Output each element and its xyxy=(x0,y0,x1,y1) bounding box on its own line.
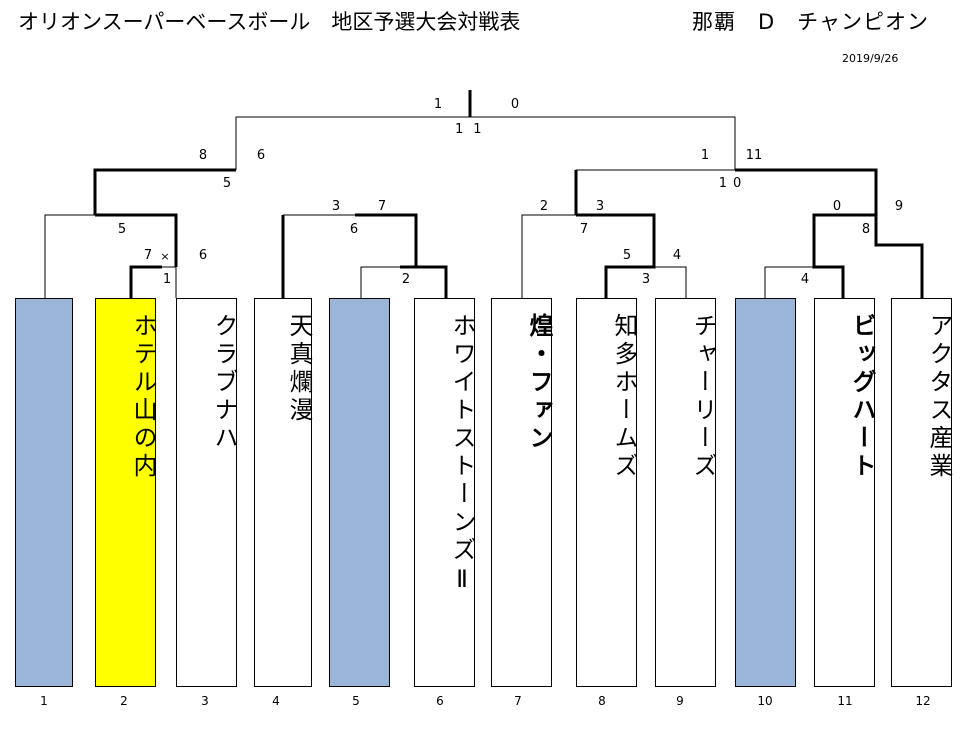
score-label: 7 xyxy=(377,199,387,214)
score-label: 7 xyxy=(143,248,153,263)
team-name: ホワイトストーンズⅡ xyxy=(448,313,476,597)
team-box-6: ホワイトストーンズⅡ xyxy=(414,298,476,687)
game-number: 1 xyxy=(162,272,172,287)
team-box-2: ホテル山の内 xyxy=(95,298,157,687)
team-name: クラブナハ xyxy=(210,313,238,453)
bracket-win-slot11 xyxy=(812,213,876,298)
game-number: 5 xyxy=(222,176,232,191)
score-label: 3 xyxy=(595,199,605,214)
slot-number: 8 xyxy=(598,694,606,708)
score-label: 2 xyxy=(539,199,549,214)
team-name: チャーリーズ xyxy=(689,313,717,481)
score-label: 6 xyxy=(256,148,266,163)
score-label: 11 xyxy=(745,148,763,163)
game-number: 7 xyxy=(579,222,589,237)
slot-number: 11 xyxy=(837,694,853,708)
score-label: 5 xyxy=(622,248,632,263)
team-box-1 xyxy=(15,298,73,687)
slot-number: 12 xyxy=(915,694,931,708)
game-number: 2 xyxy=(401,272,411,287)
team-box-10 xyxy=(735,298,796,687)
team-box-11: ビッグハート xyxy=(814,298,876,687)
team-box-4: 天真爛漫 xyxy=(254,298,313,687)
loss-mark: × xyxy=(160,250,170,263)
slot-number: 9 xyxy=(676,694,684,708)
bracket-win-slot12 xyxy=(735,168,924,298)
score-label: 4 xyxy=(672,248,682,263)
team-name: 知多ホームズ xyxy=(610,313,638,481)
team-name: 煌・ファン xyxy=(525,313,553,453)
score-label: 0 xyxy=(510,97,520,112)
team-box-9: チャーリーズ xyxy=(655,298,717,687)
slot-number: 2 xyxy=(120,694,128,708)
team-box-7: 煌・ファン xyxy=(491,298,553,687)
bracket-line-r1-slot1 xyxy=(44,214,95,298)
bracket-line-top-right xyxy=(470,116,736,170)
bracket-win-g5 xyxy=(93,168,236,215)
game-number: 6 xyxy=(349,222,359,237)
score-label: 0 xyxy=(832,199,842,214)
bracket-win-slot8 xyxy=(576,213,656,298)
team-box-12: アクタス産業 xyxy=(891,298,953,687)
team-box-8: 知多ホームズ xyxy=(576,298,638,687)
score-label: 1 xyxy=(700,148,710,163)
game-number: 3 xyxy=(641,272,651,287)
slot-number: 5 xyxy=(352,694,360,708)
team-name: 天真爛漫 xyxy=(285,313,313,425)
score-label: 9 xyxy=(894,199,904,214)
game-number: 4 xyxy=(800,272,810,287)
bracket-win-g1 xyxy=(95,213,178,267)
score-label: 5 xyxy=(117,222,127,237)
slot-number: 1 xyxy=(40,694,48,708)
page-title: オリオンスーパーベースボール 地区予選大会対戦表 xyxy=(18,10,521,34)
game-number: 11 xyxy=(455,122,492,137)
bracket-win-slot2 xyxy=(129,265,162,298)
team-name: ビッグハート xyxy=(848,313,876,481)
slot-number: 4 xyxy=(272,694,280,708)
game-number: 10 xyxy=(718,176,748,191)
team-name: アクタス産業 xyxy=(925,313,953,481)
bracket-win-g6 xyxy=(355,213,418,267)
bracket-line-slot7 xyxy=(521,214,576,298)
score-label: 8 xyxy=(198,148,208,163)
score-label: 1 xyxy=(433,97,443,112)
page-subtitle: 那覇 D チャンピオン xyxy=(692,10,929,34)
score-label: 3 xyxy=(331,199,341,214)
team-box-3: クラブナハ xyxy=(176,298,238,687)
score-label: 6 xyxy=(198,248,208,263)
slot-number: 7 xyxy=(514,694,522,708)
team-name: ホテル山の内 xyxy=(129,313,157,481)
slot-number: 3 xyxy=(201,694,209,708)
slot-number: 6 xyxy=(436,694,444,708)
bracket-line-slot10 xyxy=(764,266,814,298)
game-number: 8 xyxy=(861,222,871,237)
slot-number: 10 xyxy=(757,694,773,708)
date-label: 2019/9/26 xyxy=(842,52,899,65)
team-box-5 xyxy=(329,298,390,687)
